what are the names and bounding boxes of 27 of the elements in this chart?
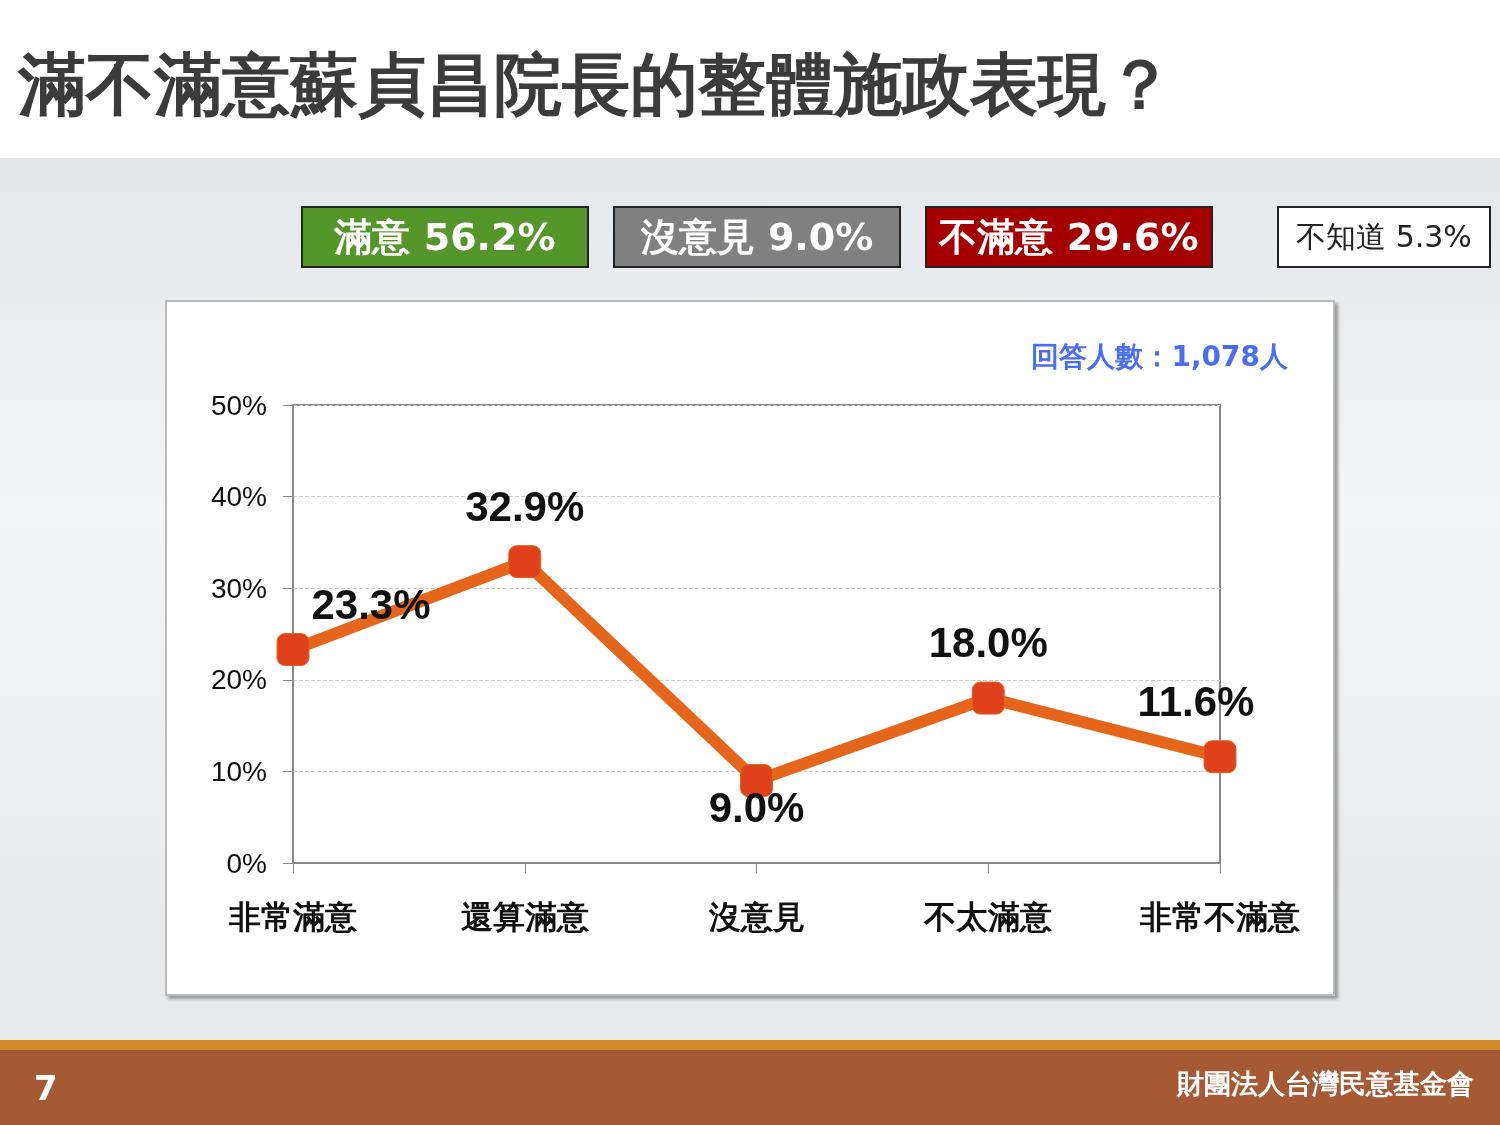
point	[971, 681, 1005, 715]
point	[1203, 740, 1237, 774]
text: 7	[34, 1068, 58, 1108]
x-tick-label: 不太滿意	[923, 899, 1054, 935]
y-tick-label: 0%	[226, 847, 267, 879]
text: 回答人數：1,078人	[1031, 339, 1288, 375]
x-tick-label: 還算滿意	[460, 899, 590, 935]
text: 不知道 5.3%	[1277, 206, 1491, 268]
text: 沒意見 9.0%	[613, 206, 901, 268]
x-tick-label: 非常滿意	[228, 899, 358, 935]
text: 不滿意 29.6%	[925, 206, 1213, 268]
y-tick-label: 30%	[210, 572, 267, 604]
y-tick-label: 20%	[210, 664, 267, 696]
text: 滿意 56.2%	[301, 206, 589, 268]
data-label: 11.6%	[1137, 677, 1255, 725]
data-label: 18.0%	[928, 619, 1048, 667]
data-label: 32.9%	[465, 482, 585, 530]
text: 財團法人台灣民意基金會	[1177, 1067, 1474, 1101]
chart-title: 滿不滿意蘇貞昌院長的整體施政表現？	[18, 44, 1174, 126]
y-tick-label: 50%	[210, 389, 267, 421]
data-label: 9.0%	[708, 783, 805, 831]
x-tick-label: 非常不滿意	[1139, 899, 1301, 935]
y-tick-label: 40%	[210, 481, 267, 513]
x-tick-label: 沒意見	[707, 899, 805, 935]
y-tick-label: 10%	[210, 755, 267, 787]
point	[276, 633, 310, 667]
point	[508, 545, 542, 579]
